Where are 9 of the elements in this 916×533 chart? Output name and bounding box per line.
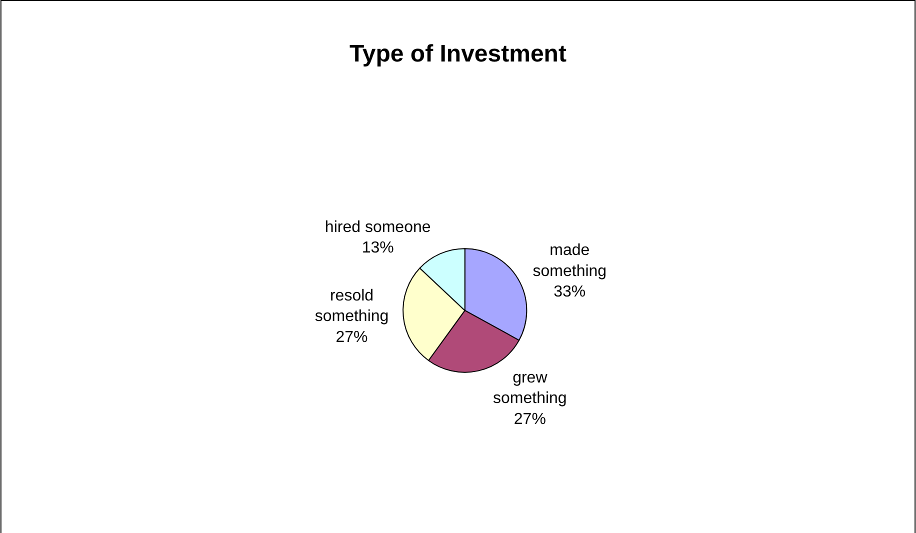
data-label: 27% bbox=[514, 411, 546, 428]
chart-title: Type of Investment bbox=[350, 40, 566, 68]
data-label: 13% bbox=[362, 240, 394, 257]
slice-label: hired someone bbox=[324, 218, 431, 236]
slice-label: resold something bbox=[314, 287, 389, 326]
slice-label: grew something bbox=[493, 369, 567, 408]
data-label: 27% bbox=[336, 328, 368, 346]
data-label: 33% bbox=[554, 284, 586, 301]
slice-label: made something bbox=[532, 242, 607, 280]
